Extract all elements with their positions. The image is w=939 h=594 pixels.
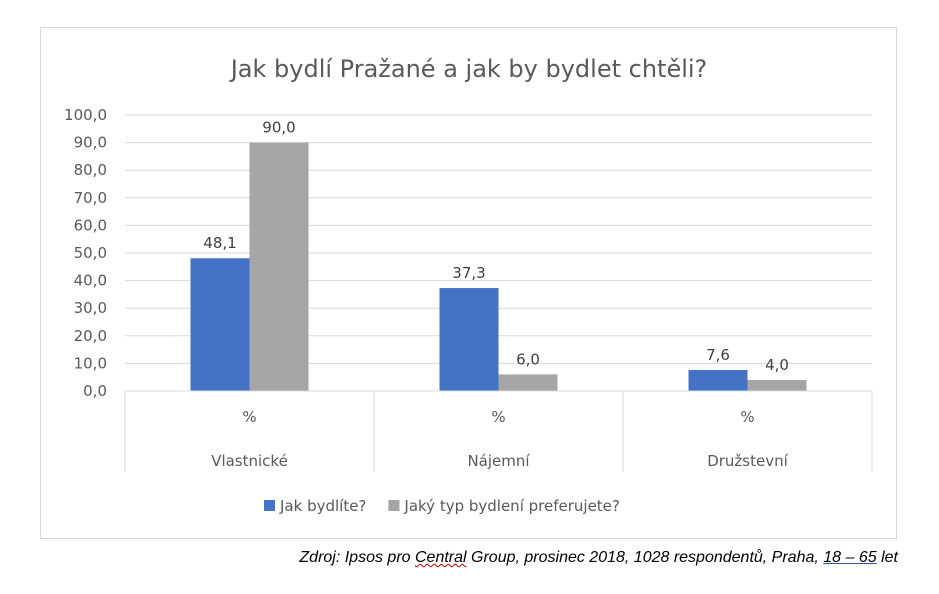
- x-category-label: Nájemní: [467, 452, 530, 470]
- x-category-label: Vlastnické: [211, 452, 288, 470]
- x-subcategory-label: %: [740, 408, 754, 426]
- source-note: Zdroj: Ipsos pro Central Group, prosinec…: [140, 549, 898, 567]
- data-label: 37,3: [452, 264, 485, 282]
- data-label: 48,1: [203, 234, 236, 252]
- legend-swatch: [388, 500, 400, 511]
- y-tick-label: 50,0: [74, 244, 107, 262]
- data-labels: 48,1 90,0 37,3 6,0 7,6 4,0: [203, 119, 789, 374]
- source-prefix: Zdroj: Ipsos pro: [299, 549, 415, 566]
- source-central: Central: [415, 549, 467, 566]
- x-subcategory-label: %: [491, 408, 505, 426]
- data-label: 90,0: [262, 119, 295, 137]
- legend-label: Jaký typ bydlení preferujete?: [403, 497, 619, 515]
- data-label: 4,0: [765, 356, 789, 374]
- y-tick-label: 90,0: [74, 134, 107, 152]
- bars: [190, 142, 807, 391]
- bar: [688, 370, 748, 391]
- legend: Jak bydlíte? Jaký typ bydlení preferujete…: [264, 497, 620, 515]
- y-tick-label: 30,0: [74, 299, 107, 317]
- x-axis: % Vlastnické% Nájemní% Družstevní: [124, 390, 873, 472]
- y-tick-label: 10,0: [74, 354, 107, 372]
- bar: [747, 379, 807, 391]
- legend-label: Jak bydlíte?: [279, 497, 366, 515]
- y-tick-label: 0,0: [83, 382, 107, 400]
- y-axis: 0,0 10,0 20,0 30,0 40,0 50,0 60,0 70,0 80,0 90,0 1…: [64, 106, 107, 400]
- chart-frame: [40, 27, 897, 539]
- chart-title: Jak bydlí Pražané a jak by bydlet chtěli…: [229, 55, 708, 83]
- y-tick-label: 100,0: [64, 106, 107, 124]
- y-tick-label: 40,0: [74, 272, 107, 290]
- source-age-range: 18 – 65: [823, 549, 877, 566]
- bar: [249, 142, 309, 391]
- x-category-label: Družstevní: [707, 452, 788, 470]
- y-tick-label: 60,0: [74, 216, 107, 234]
- data-label: 7,6: [706, 346, 730, 364]
- x-subcategory-label: %: [242, 408, 256, 426]
- y-tick-label: 70,0: [74, 189, 107, 207]
- y-tick-label: 20,0: [74, 327, 107, 345]
- data-label: 6,0: [516, 350, 540, 368]
- bar: [498, 374, 558, 391]
- legend-swatch: [264, 500, 275, 511]
- bar: [190, 258, 250, 391]
- y-tick-label: 80,0: [74, 161, 107, 179]
- source-middle: Group, prosinec 2018, 1028 respondentů, …: [466, 549, 824, 566]
- source-suffix: let: [876, 549, 898, 566]
- bar: [439, 288, 499, 391]
